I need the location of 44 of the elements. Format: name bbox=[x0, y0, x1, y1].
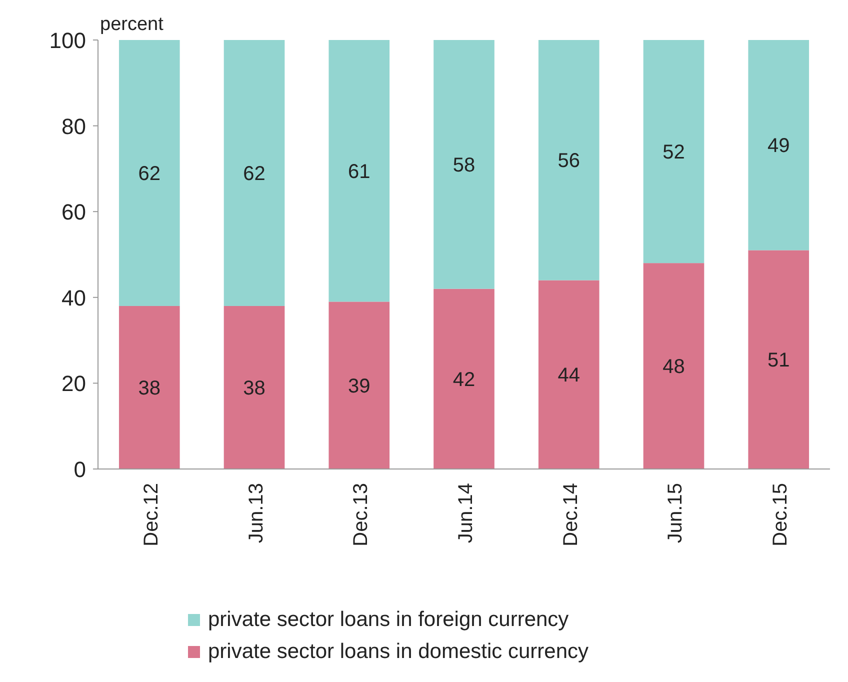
data-label: 39 bbox=[348, 375, 370, 398]
x-tick-label: Dec.13 bbox=[350, 483, 372, 546]
y-tick-label: 40 bbox=[62, 285, 86, 310]
bar bbox=[643, 40, 704, 264]
x-tick-label: Jun.15 bbox=[664, 483, 687, 544]
bar bbox=[328, 40, 390, 302]
data-label: 38 bbox=[138, 377, 161, 400]
y-tick-label: 100 bbox=[49, 28, 86, 53]
bar bbox=[118, 40, 180, 306]
bar bbox=[224, 306, 285, 469]
data-label: 38 bbox=[243, 377, 266, 400]
bar bbox=[748, 40, 810, 250]
bar bbox=[643, 263, 704, 469]
data-label: 61 bbox=[348, 160, 370, 183]
y-tick-label: 0 bbox=[74, 457, 86, 482]
y-tick-label: 80 bbox=[62, 114, 86, 139]
data-label: 48 bbox=[662, 356, 685, 378]
data-label: 62 bbox=[243, 162, 266, 185]
bar bbox=[538, 40, 600, 280]
data-label: 44 bbox=[558, 364, 580, 387]
data-label: 62 bbox=[138, 162, 161, 185]
data-label: 51 bbox=[767, 350, 790, 372]
data-label: 58 bbox=[452, 154, 476, 176]
bar bbox=[748, 250, 810, 469]
legend-label: private sector loans in foreign currency bbox=[208, 608, 570, 631]
bar bbox=[434, 40, 494, 289]
bar bbox=[224, 40, 285, 306]
data-label: 56 bbox=[558, 150, 580, 172]
bar bbox=[328, 302, 390, 469]
bar bbox=[118, 306, 180, 469]
x-tick-label: Dec.14 bbox=[560, 483, 582, 546]
y-tick-label: 60 bbox=[62, 200, 86, 225]
y-tick-label: 20 bbox=[62, 371, 86, 396]
data-label: 49 bbox=[767, 135, 790, 158]
x-tick-label: Jun.13 bbox=[245, 483, 268, 544]
x-tick-label: Dec.12 bbox=[140, 483, 162, 546]
x-tick-label: Dec.15 bbox=[770, 483, 792, 546]
data-label: 52 bbox=[662, 142, 685, 164]
y-axis-title: percent bbox=[100, 14, 164, 35]
bar bbox=[434, 288, 494, 469]
data-label: 42 bbox=[452, 368, 476, 391]
bar bbox=[538, 280, 600, 469]
x-tick-label: Jun.14 bbox=[455, 483, 477, 544]
legend-label: private sector loans in domestic currency bbox=[208, 640, 589, 663]
